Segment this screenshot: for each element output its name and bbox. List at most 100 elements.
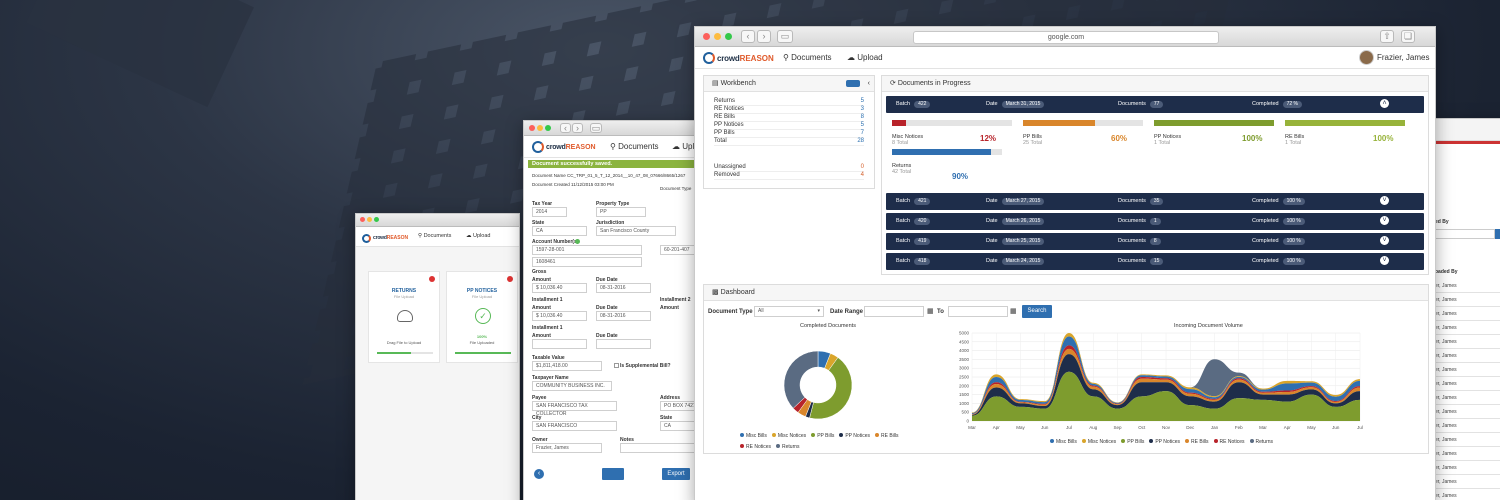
table-row[interactable]: er, James [1431, 321, 1500, 335]
legend-item[interactable]: Misc Notices [772, 433, 806, 439]
table-row[interactable]: er, James [1431, 461, 1500, 475]
nav-documents[interactable]: ⚲ Documents [783, 53, 832, 62]
date-from-input[interactable] [864, 306, 924, 317]
share-icon[interactable]: ⇧ [1380, 30, 1394, 43]
back-button[interactable]: ‹ [741, 30, 755, 43]
form-field[interactable]: 2014 [532, 207, 567, 217]
form-field[interactable] [532, 339, 587, 349]
workbench-row[interactable]: PP Notices 5 [714, 122, 864, 130]
form-field[interactable] [620, 443, 700, 453]
zoom-dot[interactable] [545, 125, 551, 131]
sidebar-toggle-icon[interactable]: ▭ [777, 30, 793, 43]
zoom-dot[interactable] [725, 33, 732, 40]
table-row[interactable]: er, James [1431, 377, 1500, 391]
form-field[interactable]: 1597-28-001 [532, 245, 642, 255]
back-button[interactable]: ‹ [560, 123, 571, 133]
table-row[interactable]: er, James [1431, 363, 1500, 377]
batch-row[interactable]: Batch 422 Date March 31, 2015 Documents 77 Com… [886, 96, 1424, 113]
nav-documents[interactable]: ⚲ Documents [418, 233, 451, 239]
chevron-left-icon[interactable]: ‹ [867, 80, 870, 87]
remove-icon[interactable] [507, 276, 513, 282]
form-field[interactable]: $ 10,036.40 [532, 311, 587, 321]
workbench-toggle[interactable] [846, 80, 860, 87]
form-field[interactable]: San Francisco County [596, 226, 676, 236]
form-field[interactable]: PP [596, 207, 646, 217]
right-input[interactable] [1431, 229, 1495, 239]
workbench-row[interactable]: Returns 5 [714, 98, 864, 106]
workbench-row[interactable]: PP Bills 7 [714, 130, 864, 138]
area-series[interactable] [972, 348, 1360, 415]
nav-upload[interactable]: ☁ Upload [466, 233, 490, 239]
table-row[interactable]: er, James [1431, 405, 1500, 419]
form-field[interactable]: SAN FRANCISCO TAX COLLECTOR [532, 401, 617, 417]
back-circle-icon[interactable]: ‹ [534, 469, 544, 479]
legend-item[interactable]: Returns [1250, 439, 1274, 445]
close-dot[interactable] [360, 217, 365, 222]
workbench-row[interactable]: Removed 4 [714, 172, 864, 180]
legend-item[interactable]: RE Bills [875, 433, 899, 439]
legend-item[interactable]: PP Bills [811, 433, 834, 439]
form-field[interactable]: 08-31-2016 [596, 311, 651, 321]
user-name[interactable]: Frazier, James [1377, 53, 1430, 62]
workbench-row[interactable]: Total 28 [714, 138, 864, 146]
minimize-dot[interactable] [537, 125, 543, 131]
form-field[interactable]: 08-31-2016 [596, 283, 651, 293]
right-button[interactable] [1495, 229, 1500, 239]
batch-row[interactable]: Batch 419 Date March 25, 2015 Documents 8 Comp… [886, 233, 1424, 250]
avatar[interactable] [1359, 50, 1374, 65]
form-field[interactable]: $1,811,418.00 [532, 361, 602, 371]
legend-item[interactable]: Misc Notices [1082, 439, 1116, 445]
legend-item[interactable]: Returns [776, 444, 800, 450]
batch-row[interactable]: Batch 418 Date March 24, 2015 Documents 15 Com… [886, 253, 1424, 270]
legend-item[interactable]: Misc Bills [740, 433, 767, 439]
form-field[interactable]: 1608461 [532, 257, 642, 267]
table-row[interactable]: er, James [1431, 279, 1500, 293]
sidebar-toggle-icon[interactable]: ▭ [590, 123, 602, 133]
close-dot[interactable] [529, 125, 535, 131]
search-button[interactable]: Search [1022, 305, 1052, 318]
donut-slice[interactable] [809, 357, 853, 420]
table-row[interactable]: er, James [1431, 475, 1500, 489]
legend-item[interactable]: RE Bills [1185, 439, 1209, 445]
upload-card-pp-notices[interactable]: PP NOTICES File Upload ✓ 100% File Uploa… [446, 271, 518, 363]
legend-item[interactable]: PP Bills [1121, 439, 1144, 445]
table-row[interactable]: er, James [1431, 307, 1500, 321]
batch-row[interactable]: Batch 420 Date March 26, 2015 Documents 1 Comp… [886, 213, 1424, 230]
workbench-row[interactable]: Unassigned 0 [714, 164, 864, 172]
area-series[interactable] [972, 371, 1360, 421]
minimize-dot[interactable] [367, 217, 372, 222]
address-bar[interactable]: google.com [913, 31, 1219, 44]
minimize-dot[interactable] [714, 33, 721, 40]
area-series[interactable] [972, 354, 1360, 416]
calendar-icon[interactable]: ▦ [927, 308, 934, 315]
form-field[interactable]: COMMUNITY BUSINESS INC. [532, 381, 612, 391]
form-field[interactable]: Frazier, James [532, 443, 602, 453]
calendar-icon[interactable]: ▦ [1010, 308, 1017, 315]
upload-card-returns[interactable]: RETURNS File Upload Drag File to Upload [368, 271, 440, 363]
forward-button[interactable]: › [757, 30, 771, 43]
form-field[interactable]: $ 10,036.40 [532, 283, 587, 293]
checkbox[interactable] [614, 363, 619, 368]
nav-upload[interactable]: ☁ Upload [847, 53, 883, 62]
table-row[interactable]: er, James [1431, 489, 1500, 500]
table-row[interactable]: er, James [1431, 419, 1500, 433]
chevron-down-icon[interactable]: ˅ [1380, 236, 1389, 245]
tabs-icon[interactable]: ❏ [1401, 30, 1415, 43]
nav-upload[interactable]: ☁ Upl [672, 142, 694, 151]
nav-documents[interactable]: ⚲ Documents [610, 142, 659, 151]
legend-item[interactable]: Misc Bills [1050, 439, 1077, 445]
chevron-down-icon[interactable]: ˅ [1380, 196, 1389, 205]
save-button[interactable] [602, 468, 624, 480]
remove-icon[interactable] [429, 276, 435, 282]
close-dot[interactable] [703, 33, 710, 40]
legend-item[interactable]: RE Notices [740, 444, 771, 450]
table-row[interactable]: er, James [1431, 391, 1500, 405]
workbench-row[interactable]: RE Bills 8 [714, 114, 864, 122]
table-row[interactable]: er, James [1431, 335, 1500, 349]
legend-item[interactable]: PP Notices [1149, 439, 1180, 445]
table-row[interactable]: er, James [1431, 447, 1500, 461]
form-field[interactable]: CA [532, 226, 587, 236]
table-row[interactable]: er, James [1431, 349, 1500, 363]
legend-item[interactable]: PP Notices [839, 433, 870, 439]
zoom-dot[interactable] [374, 217, 379, 222]
